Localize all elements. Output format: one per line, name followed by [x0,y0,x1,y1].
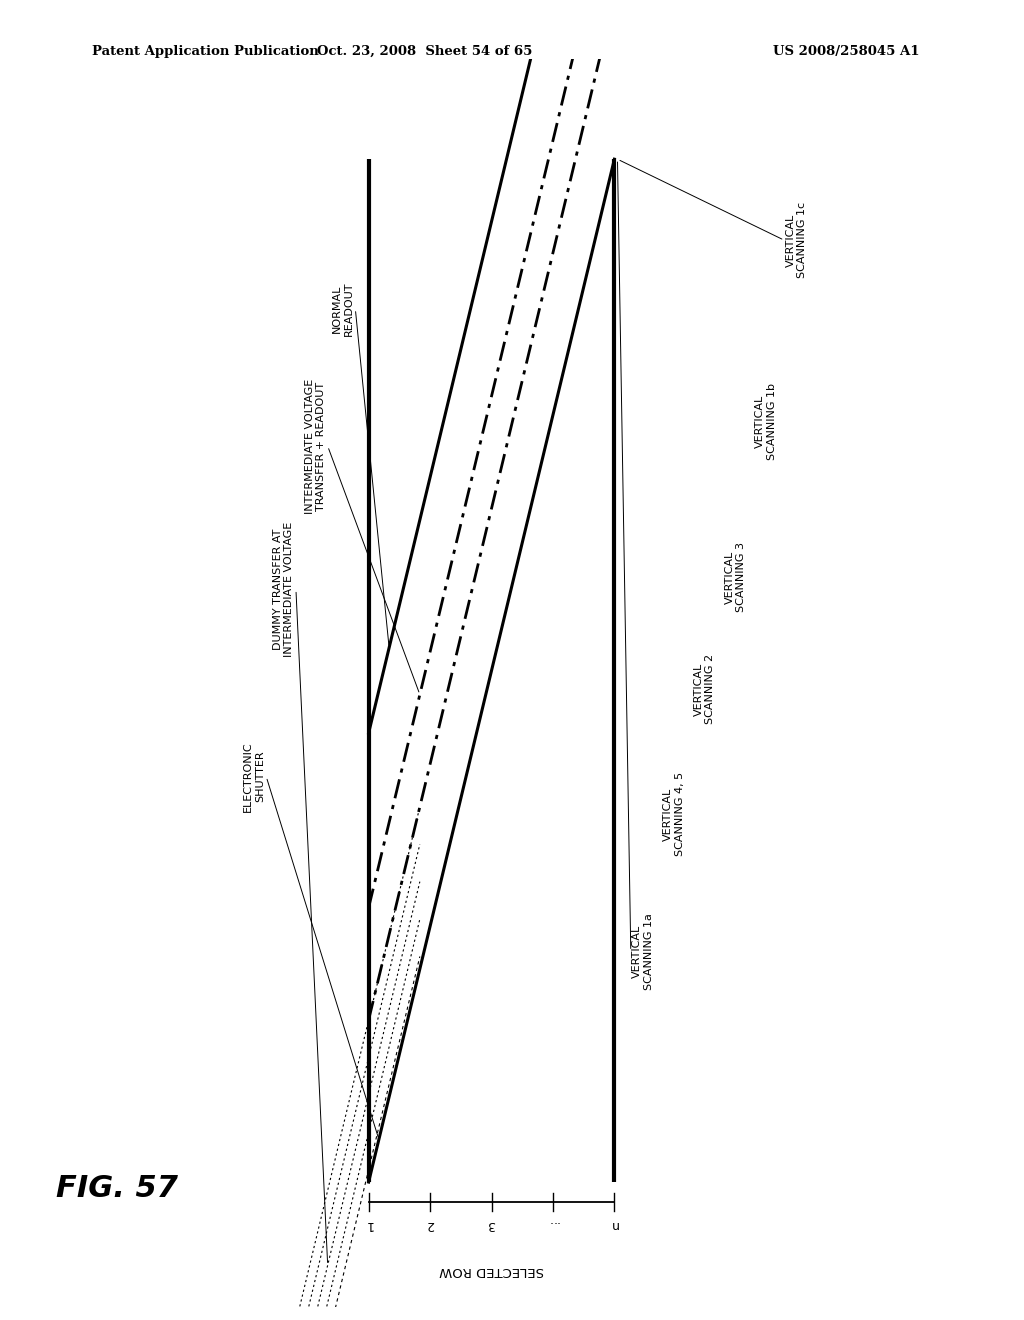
Text: 2: 2 [426,1218,434,1232]
Text: NORMAL
READOUT: NORMAL READOUT [332,281,354,337]
Text: VERTICAL
SCANNING 2: VERTICAL SCANNING 2 [693,655,716,725]
Text: VERTICAL
SCANNING 1b: VERTICAL SCANNING 1b [755,383,777,459]
Text: Patent Application Publication: Patent Application Publication [92,45,318,58]
Text: n: n [610,1218,618,1232]
Text: Oct. 23, 2008  Sheet 54 of 65: Oct. 23, 2008 Sheet 54 of 65 [317,45,532,58]
Text: SELECTED ROW: SELECTED ROW [439,1265,544,1278]
Text: DUMMY TRANSFER AT
INTERMEDIATE VOLTAGE: DUMMY TRANSFER AT INTERMEDIATE VOLTAGE [272,521,295,657]
Text: ELECTRONIC
SHUTTER: ELECTRONIC SHUTTER [243,742,265,812]
Text: VERTICAL
SCANNING 3: VERTICAL SCANNING 3 [724,543,746,612]
Text: ...: ... [547,1218,559,1232]
Text: FIG. 57: FIG. 57 [56,1173,178,1203]
Text: US 2008/258045 A1: US 2008/258045 A1 [773,45,920,58]
Text: INTERMEDIATE VOLTAGE
TRANSFER + READOUT: INTERMEDIATE VOLTAGE TRANSFER + READOUT [304,379,327,513]
Text: 1: 1 [365,1218,373,1232]
Text: VERTICAL
SCANNING 4, 5: VERTICAL SCANNING 4, 5 [663,772,685,857]
Text: VERTICAL
SCANNING 1a: VERTICAL SCANNING 1a [632,913,654,990]
Text: 3: 3 [487,1218,496,1232]
Text: VERTICAL
SCANNING 1c: VERTICAL SCANNING 1c [785,202,808,279]
